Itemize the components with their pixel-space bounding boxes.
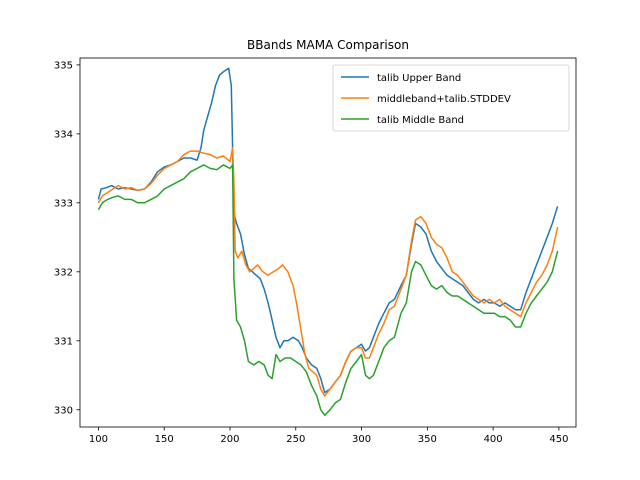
legend: talib Upper Band middleband+talib.STDDEV…: [332, 64, 570, 132]
series-line-upper: [97, 67, 559, 394]
legend-label-middle: talib Middle Band: [377, 115, 464, 126]
y-tick-label: 334: [54, 129, 73, 140]
x-tick-label: 350: [418, 434, 437, 445]
x-tick-label: 200: [220, 434, 239, 445]
legend-box: [332, 64, 570, 132]
legend-label-stddev: middleband+talib.STDDEV: [377, 94, 511, 105]
x-tick-label: 100: [89, 434, 108, 445]
x-tick-label: 300: [352, 434, 371, 445]
series-line-stddev: [97, 146, 559, 397]
x-tick-label: 450: [549, 434, 568, 445]
x-tick-label: 150: [155, 434, 174, 445]
y-tick-label: 331: [54, 336, 73, 347]
legend-label-upper: talib Upper Band: [377, 73, 461, 84]
plot-area-frame: [79, 57, 577, 428]
series-lines: [97, 67, 559, 417]
y-tick-label: 330: [54, 405, 73, 416]
y-tick-label: 332: [54, 267, 73, 278]
axis-ticks: 100 150 200 250 300 350 400 450 330 331 332 333 334 3…: [54, 60, 569, 445]
series-line-middle: [97, 164, 559, 417]
x-tick-label: 400: [484, 434, 503, 445]
chart-title: BBands MAMA Comparison: [247, 38, 409, 52]
y-tick-label: 335: [54, 60, 73, 71]
y-tick-label: 333: [54, 198, 73, 209]
x-tick-label: 250: [286, 434, 305, 445]
